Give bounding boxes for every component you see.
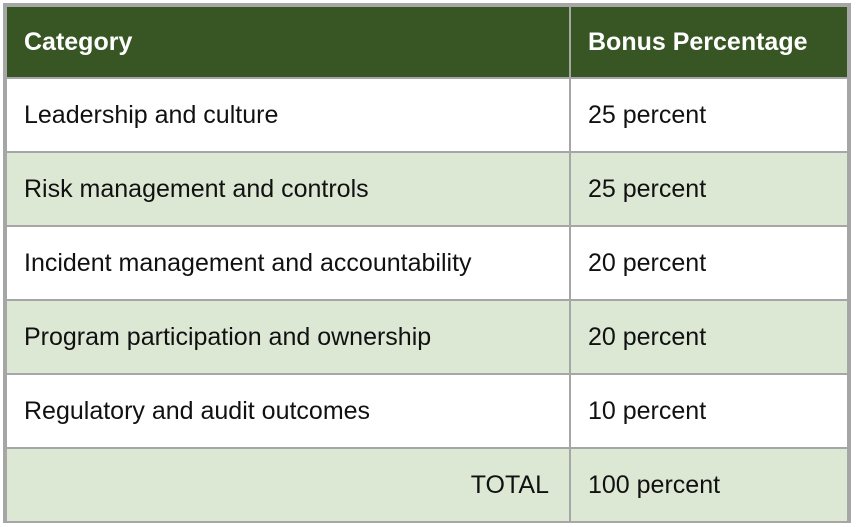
table-row: Risk management and controls 25 percent <box>5 151 849 227</box>
table-row: Regulatory and audit outcomes 10 percent <box>5 373 849 449</box>
bonus-table-container: Category Bonus Percentage Leadership and… <box>3 3 851 523</box>
category-cell: Incident management and accountability <box>5 225 571 301</box>
category-column-header: Category <box>5 5 571 79</box>
category-cell: Risk management and controls <box>5 151 571 227</box>
category-cell: Leadership and culture <box>5 77 571 153</box>
bonus-percentage-table: Category Bonus Percentage Leadership and… <box>5 5 849 523</box>
table-row: Leadership and culture 25 percent <box>5 77 849 153</box>
total-label-cell: TOTAL <box>5 447 571 523</box>
percentage-cell: 20 percent <box>569 225 849 301</box>
category-cell: Regulatory and audit outcomes <box>5 373 571 449</box>
total-row: TOTAL 100 percent <box>5 447 849 523</box>
category-cell: Program participation and ownership <box>5 299 571 375</box>
percentage-cell: 20 percent <box>569 299 849 375</box>
total-percentage-cell: 100 percent <box>569 447 849 523</box>
table-header-row: Category Bonus Percentage <box>5 5 849 79</box>
percentage-cell: 25 percent <box>569 151 849 227</box>
table-row: Program participation and ownership 20 p… <box>5 299 849 375</box>
percentage-cell: 10 percent <box>569 373 849 449</box>
table-row: Incident management and accountability 2… <box>5 225 849 301</box>
bonus-percentage-column-header: Bonus Percentage <box>569 5 849 79</box>
percentage-cell: 25 percent <box>569 77 849 153</box>
